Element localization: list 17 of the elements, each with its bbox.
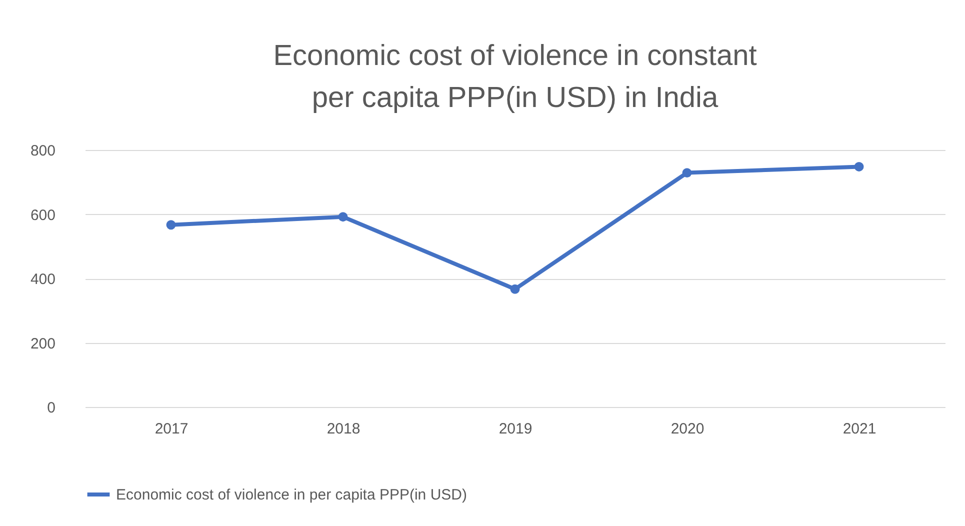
chart-title: Economic cost of violence in constant per capita PPP(in USD) in India xyxy=(273,40,757,114)
point xyxy=(338,212,348,222)
y-tick-label: 600 xyxy=(30,206,56,224)
point xyxy=(682,168,692,178)
x-tick-label: 2021 xyxy=(842,420,876,438)
legend-label: Economic cost of violence in per capita PPP(in USD) xyxy=(116,486,467,504)
y-tick-label: 0 xyxy=(47,400,56,416)
point xyxy=(166,220,176,230)
x-tick-label: 2017 xyxy=(154,420,188,438)
y-tick-label: 400 xyxy=(30,271,56,288)
x-tick-label: 2019 xyxy=(498,420,532,438)
y-tick-label: 200 xyxy=(30,335,56,352)
point xyxy=(510,284,520,294)
x-tick-label: 2020 xyxy=(670,420,704,438)
point xyxy=(854,162,864,172)
x-tick-label: 2018 xyxy=(326,420,360,438)
y-tick-label: 800 xyxy=(30,142,56,160)
